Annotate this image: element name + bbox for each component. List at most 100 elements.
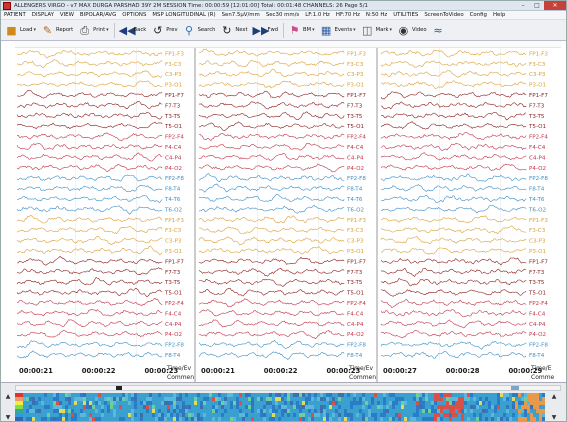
trend-cell [449,409,452,413]
menu-item-config[interactable]: Config [469,12,487,18]
eeg-trace [380,277,527,287]
trend-cell [347,401,350,405]
trend-cell [101,409,104,413]
arrow-down-icon[interactable]: ▼ [5,414,11,421]
trend-cell [200,405,203,409]
trend-cell [335,401,338,405]
chevron-down-icon[interactable]: ▾ [33,27,36,33]
eeg-trace [198,351,345,360]
trend-cell [353,417,356,421]
arrow-down-icon[interactable]: ▼ [551,414,557,421]
mark-button[interactable]: ◫ Mark ▾ [361,23,392,37]
eeg-traces-svg[interactable]: FP1-F3 F3-C3 C3-P3 P3-O1 FP1-F7 F7-T3 T3-T5 T5-… [15,48,561,383]
prev-button[interactable]: ↺ Prev [153,23,178,37]
trend-cell [113,417,116,421]
arrow-up-icon[interactable]: ▲ [551,393,557,400]
trend-cell [446,393,449,397]
menu-item-bipolar-avg[interactable]: BIPOLAR/AVG [79,12,117,18]
scroll-marker[interactable] [511,386,519,390]
next-button[interactable]: ↻ Next [222,23,248,37]
page-scrollbar[interactable] [15,385,561,391]
trend-cell [341,405,344,409]
eeg-trace [16,277,163,286]
menu-item-utilities[interactable]: UTILITIES [393,12,419,18]
waveform-button[interactable]: ≈ [430,21,449,39]
events-button[interactable]: ▦ Events ▾ [320,23,356,37]
trend-cell [239,417,242,421]
search-button[interactable]: ⚲ Search [181,21,218,39]
trend-cell [134,397,137,401]
trend-cell [245,405,248,409]
trend-cell [467,405,470,409]
trend-cell [410,413,413,417]
maximize-button[interactable]: □ [534,1,540,9]
trend-cell [527,413,530,417]
trend-cell [533,401,536,405]
chevron-down-icon[interactable]: ▾ [312,27,315,33]
trend-cell [257,401,260,405]
trend-scroll-right[interactable]: ▲ ▼ [547,393,561,421]
trend-cell [80,409,83,413]
close-button[interactable]: ✕ [544,1,566,10]
menu-item-lf-1-0-hz[interactable]: LF:1.0 Hz [305,12,330,18]
chevron-down-icon[interactable]: ▾ [353,27,356,33]
back-button[interactable]: ◀◀ Back [118,23,147,37]
trend-cell [266,401,269,405]
menu-item-screentovideo[interactable]: ScreenToVideo [424,12,464,18]
trend-cell [437,401,440,405]
trend-cell [287,409,290,413]
trend-cell [107,397,110,401]
arrow-up-icon[interactable]: ▲ [5,393,11,400]
load-button[interactable]: ■ Load ▾ [6,23,36,37]
trend-cell [446,409,449,413]
menu-item-display[interactable]: DISPLAY [31,12,54,18]
bookmark-button[interactable]: ⚑ BM ▾ [289,23,315,37]
trend-cell [68,401,71,405]
menu-item-options[interactable]: OPTIONS [122,12,147,18]
spectral-trend[interactable] [23,393,545,421]
trend-cell [140,393,143,397]
menu-item-sen7-5-v-mm[interactable]: Sen7.5µV/mm [221,12,260,18]
eeg-trace [198,246,345,255]
trend-cell [170,413,173,417]
trend-cell [356,413,359,417]
eeg-trace [198,309,345,317]
trend-cell [38,393,41,397]
trend-cell [425,393,428,397]
menu-item-sec30-mm-s[interactable]: Sec30 mm/s [265,12,300,18]
video-button[interactable]: ◉ Video [398,23,427,37]
chevron-down-icon[interactable]: ▾ [389,27,392,33]
trend-cell [500,417,503,421]
minimize-button[interactable]: – [521,1,525,9]
trend-cell [407,413,410,417]
menu-item-view[interactable]: VIEW [59,12,74,18]
trend-cell [122,409,125,413]
print-button[interactable]: ⎙ Print ▾ [76,21,110,39]
trend-cell [47,405,50,409]
menu-item-patient[interactable]: PATIENT [4,12,26,18]
report-button[interactable]: ✎ Report [42,23,74,37]
trend-cell [326,397,329,401]
menu-item-msp-longitudinal-r-[interactable]: MSP LONGITUDINAL (R) [152,12,216,18]
trend-cell [374,409,377,413]
channel-label: T5-O1 [528,291,547,297]
fwd-button[interactable]: ▶▶ Fwd [252,23,279,37]
menu-item-hf-70-hz[interactable]: HF:70 Hz [335,12,360,18]
trend-cell [374,405,377,409]
trend-cell [242,417,245,421]
trend-cell [170,397,173,401]
menu-item-help[interactable]: Help [492,12,506,18]
chevron-down-icon[interactable]: ▾ [106,27,109,33]
trend-scroll-left[interactable]: ▲ ▼ [3,393,13,421]
trend-cell [203,401,206,405]
scroll-thumb[interactable] [116,386,122,390]
trend-cell [302,417,305,421]
trend-cell [122,397,125,401]
trend-cell [365,417,368,421]
eeg-trace-area[interactable]: FP1-F3 F3-C3 C3-P3 P3-O1 FP1-F7 F7-T3 T3-T5 T5-… [15,48,561,383]
channel-label: C4-P4 [529,155,546,161]
trend-cell [110,393,113,397]
trend-cell [92,413,95,417]
trend-cell [395,397,398,401]
menu-item-n-50-hz[interactable]: N:50 Hz [365,12,388,18]
